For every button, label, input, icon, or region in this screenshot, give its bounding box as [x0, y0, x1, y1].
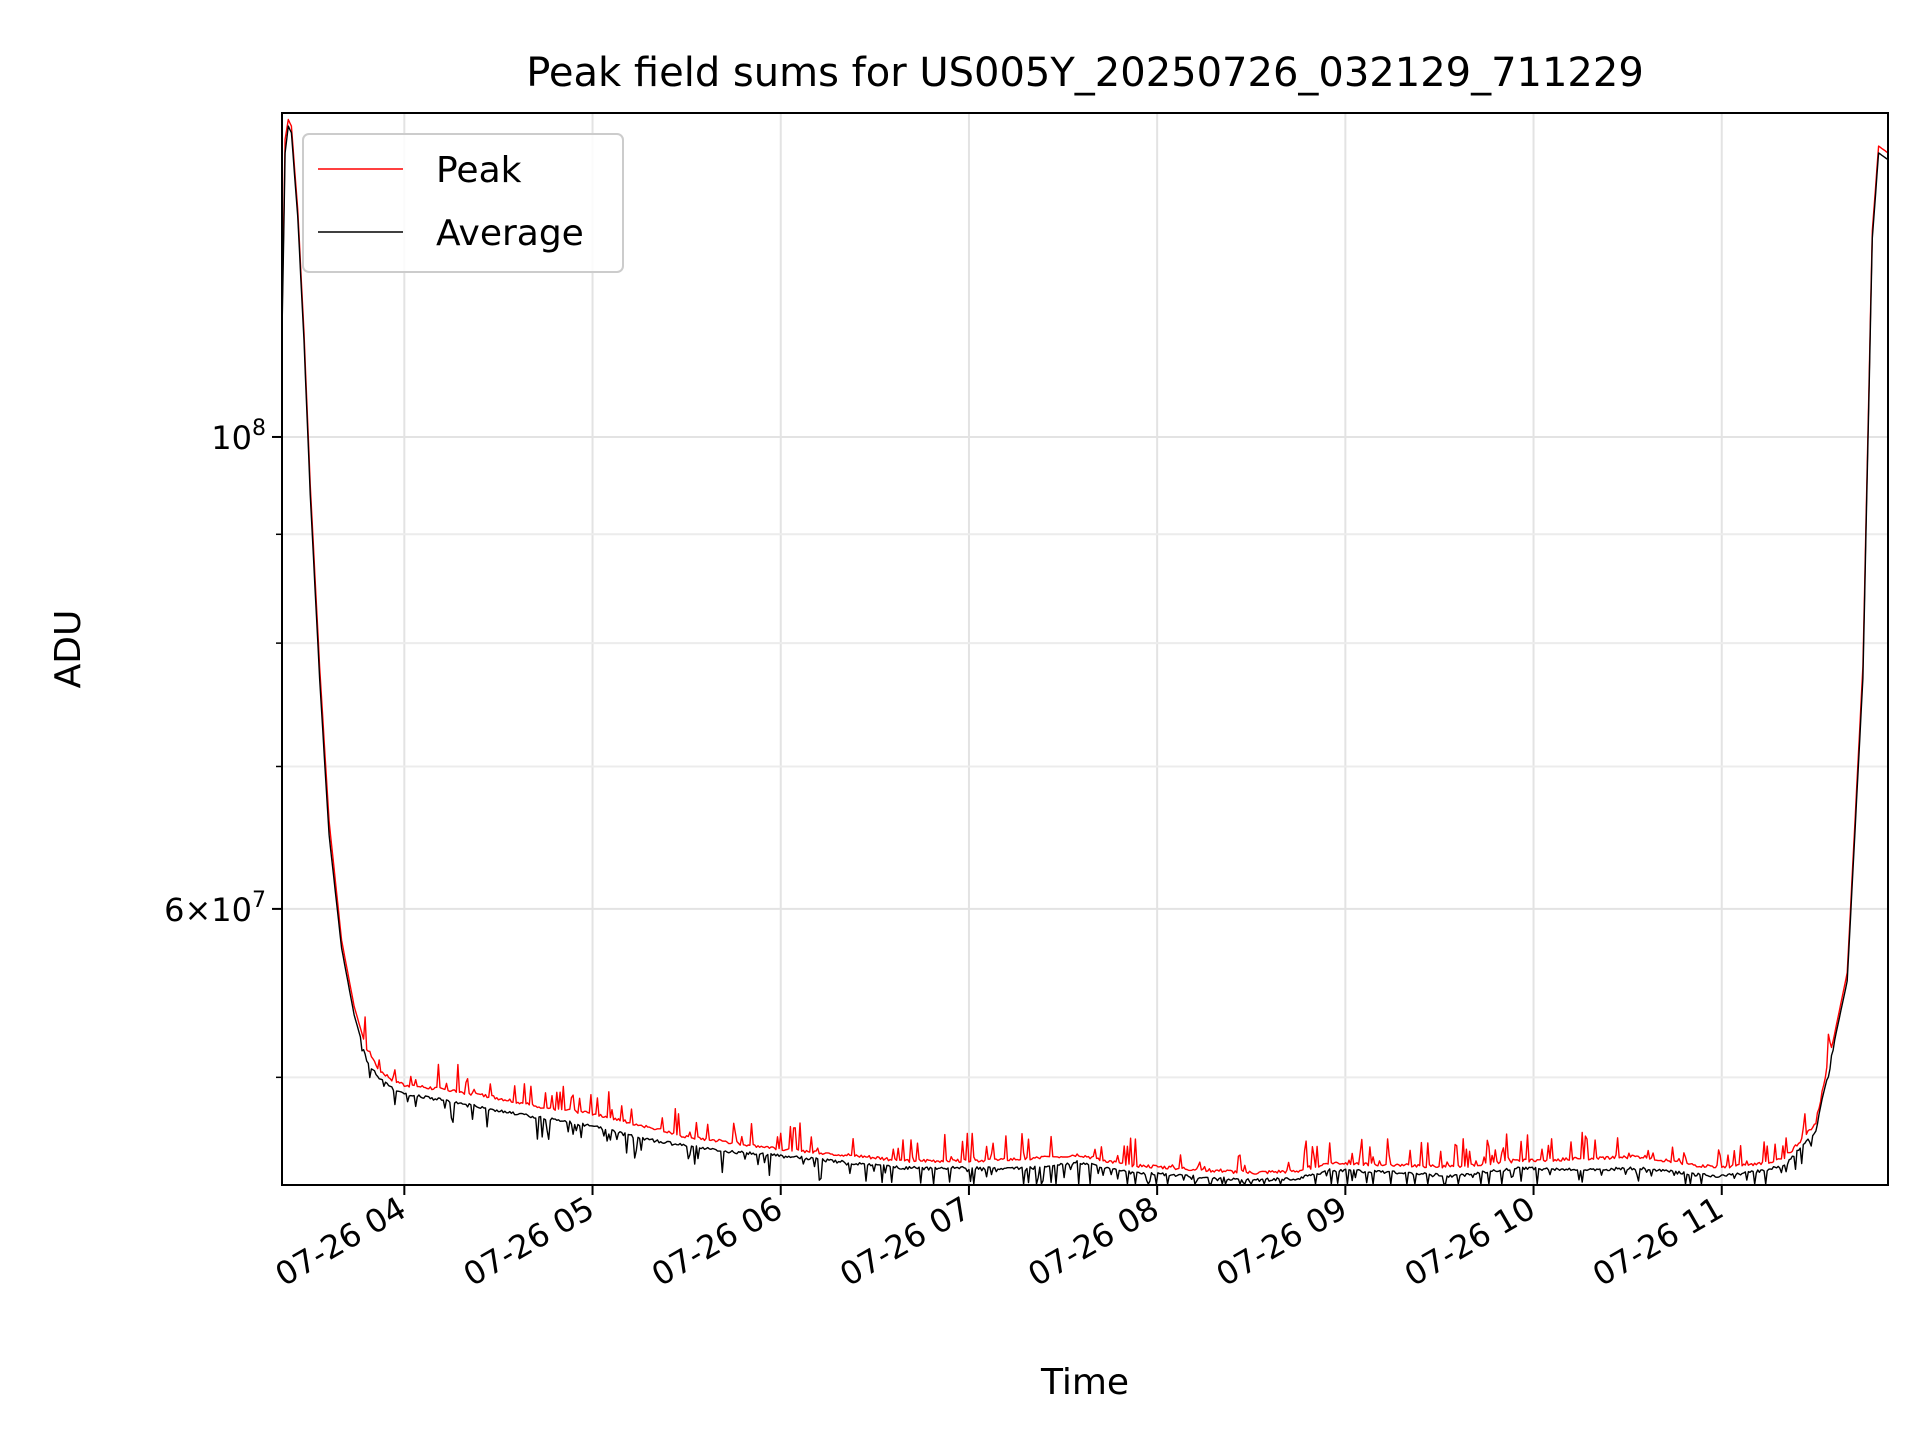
plot-frame	[281, 112, 1889, 1186]
grid	[282, 113, 1888, 1185]
plot-series	[281, 118, 1889, 1185]
legend-average-label: Average	[436, 213, 584, 254]
y-tick-label: 6×107	[164, 888, 266, 929]
legend: Peak Average	[302, 133, 624, 273]
y-axis-label: ADU	[48, 610, 89, 689]
y-tick-label: 108	[211, 416, 266, 457]
series-line-peak	[281, 118, 1889, 1175]
x-axis-label: Time	[1040, 1362, 1129, 1403]
series-line-average	[281, 125, 1889, 1185]
chart-title: Peak field sums for US005Y_20250726_0321…	[526, 50, 1644, 96]
legend-peak-label: Peak	[436, 150, 522, 191]
